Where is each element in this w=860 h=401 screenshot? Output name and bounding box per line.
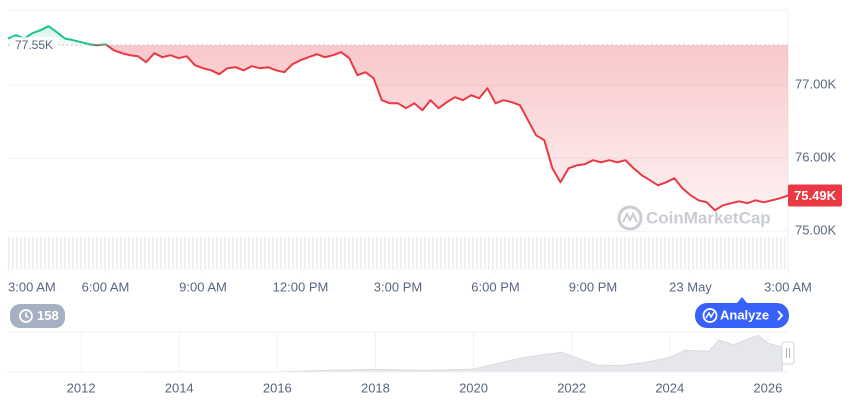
reference-label: 77.55K xyxy=(15,38,53,52)
x-tick-label: 3:00 AM xyxy=(8,279,56,294)
navigator-area xyxy=(7,334,784,373)
badge-icon xyxy=(19,309,33,323)
button-bg[interactable] xyxy=(695,303,789,328)
y-tick-label: 77.00K xyxy=(795,77,837,92)
y-tick-label: 76.00K xyxy=(795,150,837,165)
area xyxy=(8,26,788,211)
x-tick-label: 12:00 PM xyxy=(273,279,329,294)
x-tick-label: 2024 xyxy=(655,380,684,395)
x-tick-label: 2012 xyxy=(67,380,96,395)
price-line xyxy=(7,25,789,212)
button-icon xyxy=(702,308,718,323)
x-tick-label: 2022 xyxy=(557,380,586,395)
watermark-text: CoinMarketCap xyxy=(646,208,771,227)
x-tick-label: 2014 xyxy=(165,380,194,395)
analyze-button[interactable]: Analyze xyxy=(695,297,789,328)
button-chevron xyxy=(777,310,784,321)
badge-count: 158 xyxy=(37,308,59,323)
x-tick-label: 2026 xyxy=(753,380,782,395)
x-tick-label: 6:00 PM xyxy=(471,279,519,294)
reference-label-bg xyxy=(12,37,58,54)
x-tick-label: 2016 xyxy=(263,380,292,395)
button-icon-line xyxy=(705,311,715,319)
navigator: 2012 2014 2016 2018 2020 2022 2024 2026 xyxy=(7,331,795,395)
navigator-handle[interactable] xyxy=(781,341,795,365)
x-tick-label: 3:00 PM xyxy=(374,279,422,294)
volume-bars xyxy=(8,237,788,270)
plot-layer: 75.00K 76.00K 77.00K 3:00 AM 6:00 AM 9:00 AM 1… xyxy=(7,25,842,294)
x-tick-label: 2020 xyxy=(459,380,488,395)
y-tick-label: 75.00K xyxy=(795,223,837,238)
price-tag xyxy=(788,184,842,207)
button-pointer xyxy=(737,297,747,303)
button-label[interactable]: Analyze xyxy=(720,307,769,322)
x-tick-label: 6:00 AM xyxy=(82,279,130,294)
x-tick-label: 23 May xyxy=(669,279,712,294)
x-tick-label: 9:00 AM xyxy=(179,279,227,294)
x-tick-label: 9:00 PM xyxy=(569,279,617,294)
watermark: CoinMarketCap xyxy=(617,205,771,231)
badge-icon-hand xyxy=(25,312,29,319)
x-tick-label: 3:00 AM xyxy=(764,279,812,294)
history-badge[interactable]: 158 xyxy=(10,304,65,328)
x-tick-label: 2018 xyxy=(361,380,390,395)
price-tag-label: 75.49K xyxy=(794,188,837,203)
